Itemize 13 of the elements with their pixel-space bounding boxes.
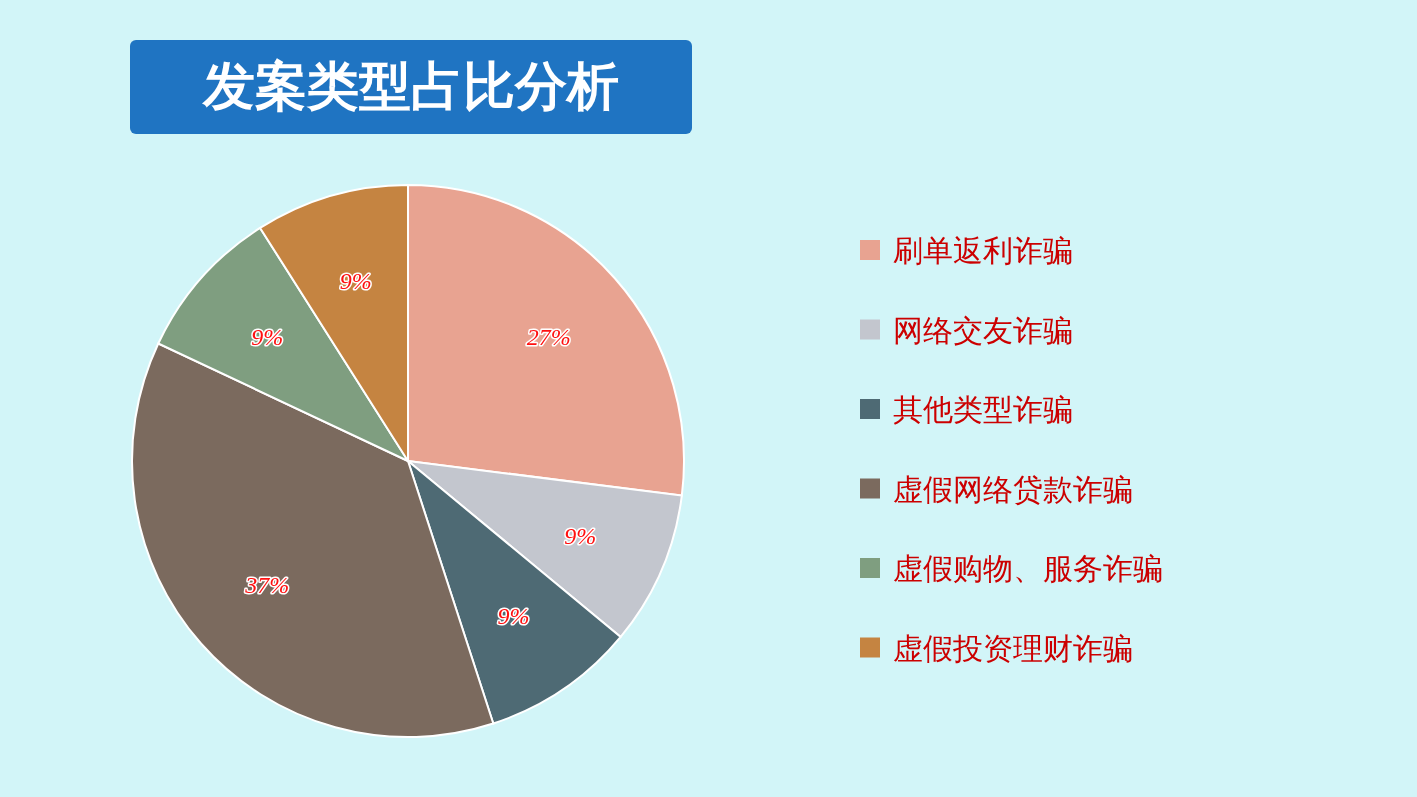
data-label: 9%	[497, 603, 530, 630]
data-label: 27%	[526, 323, 571, 350]
legend-label: 刷单返利诈骗	[893, 233, 1073, 268]
legend-label: 虚假购物、服务诈骗	[893, 551, 1163, 586]
legend-label: 虚假网络贷款诈骗	[893, 471, 1133, 507]
data-label: 9%	[564, 522, 597, 549]
data-label: 37%	[244, 572, 290, 599]
legend-label: 网络交友诈骗	[893, 312, 1073, 348]
data-label: 9%	[339, 267, 372, 294]
chart-title: 发案类型占比分析	[201, 56, 619, 116]
legend-label: 虚假投资理财诈骗	[893, 630, 1133, 666]
data-label: 9%	[251, 323, 284, 350]
legend-label: 其他类型诈骗	[893, 392, 1073, 427]
